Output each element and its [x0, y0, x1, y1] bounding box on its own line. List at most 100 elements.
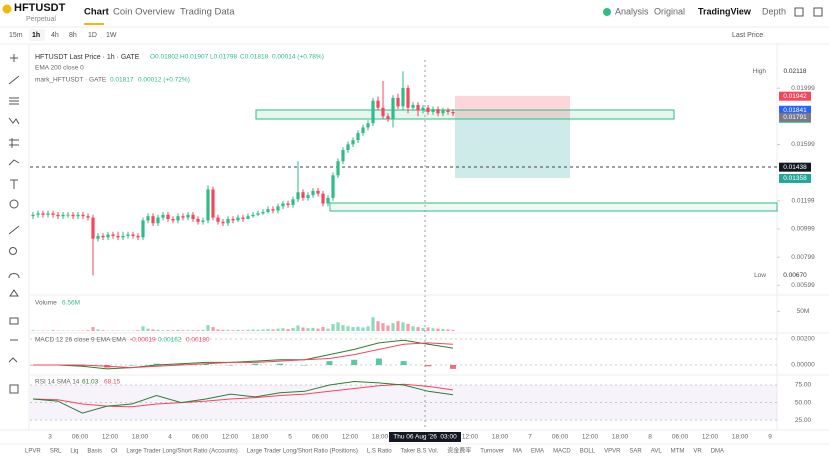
indicator-tab[interactable]: Taker B.S Vol.: [401, 449, 439, 455]
candle-body: [116, 235, 120, 238]
candle-body: [196, 219, 200, 222]
price-tick-label: 0.00999: [791, 226, 815, 233]
candle-body: [156, 217, 160, 224]
volume-bar: [441, 329, 445, 331]
volume-bar: [411, 326, 415, 331]
interval[interactable]: 1D: [88, 32, 97, 39]
indicator-tab[interactable]: VPVR: [604, 449, 621, 455]
indicator-tab[interactable]: MA: [513, 449, 522, 455]
legend-ohlc: C0.01818: [240, 54, 269, 61]
indicator-tab[interactable]: Liq: [70, 449, 78, 455]
header-option[interactable]: Depth: [762, 6, 786, 16]
candle-body: [171, 219, 175, 221]
candle-body: [216, 217, 220, 222]
candle-body: [46, 213, 50, 215]
volume-bar: [176, 329, 180, 331]
volume-bar: [186, 330, 190, 331]
zone-box[interactable]: [255, 109, 675, 120]
header-option[interactable]: Analysis: [615, 6, 649, 16]
volume-bar: [191, 330, 195, 331]
candle-body: [316, 190, 320, 194]
rsi-sma-line: [32, 383, 454, 408]
indicator-tab[interactable]: MTM: [671, 449, 685, 455]
fullscreen-icon[interactable]: [813, 7, 823, 17]
volume-bar: [226, 329, 230, 331]
symbol[interactable]: HFTUSDT: [14, 2, 66, 14]
header-tab[interactable]: Trading Data: [180, 7, 235, 18]
volume-bar: [271, 329, 275, 331]
macd-histogram: [178, 363, 185, 365]
drawing-tools[interactable]: [8, 54, 20, 394]
candle-body: [136, 235, 140, 238]
indicator-tab[interactable]: Large Trader Long/Short Ratio (Positions…: [247, 449, 358, 455]
analysis-icon: [603, 8, 611, 16]
settings-icon[interactable]: [794, 7, 804, 17]
indicator-tab[interactable]: SRL: [50, 449, 62, 455]
time-label: 5: [288, 434, 292, 441]
indicator-tab[interactable]: Basis: [87, 449, 102, 455]
header-tab[interactable]: Chart: [84, 7, 110, 18]
indicator-tab[interactable]: SAR: [629, 449, 642, 455]
candle-body: [346, 144, 350, 150]
candle-body: [66, 214, 70, 216]
indicator-tab[interactable]: LPVR: [25, 449, 41, 455]
candle-body: [31, 214, 35, 217]
volume-bar: [296, 325, 300, 331]
candle-body: [231, 219, 235, 221]
candle-body: [401, 88, 405, 107]
legend-ohlc: 0.00014 (+0.78%): [272, 54, 324, 61]
price-marker-label: 0.01791: [783, 114, 807, 121]
rsi-value: 61.03: [82, 379, 99, 386]
candle-body: [106, 234, 110, 238]
header-option[interactable]: Original: [654, 6, 685, 16]
interval[interactable]: 1W: [106, 32, 117, 39]
indicator-tab[interactable]: BOLL: [580, 449, 596, 455]
volume-bar: [391, 323, 395, 331]
indicator-tab[interactable]: 资金费率: [447, 447, 471, 455]
volume-bar: [366, 326, 370, 331]
interval[interactable]: 15m: [9, 32, 23, 39]
price-type[interactable]: Last Price: [732, 32, 763, 39]
candle-body: [351, 140, 355, 145]
price-marker-label: 0.00670: [783, 272, 807, 279]
macd-histogram: [450, 364, 456, 369]
rsi-value: 68.15: [104, 379, 121, 386]
candle-body: [291, 199, 295, 205]
indicator-tab[interactable]: VR: [693, 449, 702, 455]
header-tab[interactable]: Coin Overview: [113, 7, 175, 18]
legend-title: HFTUSDT Last Price · 1h · GATE: [35, 54, 140, 61]
position-target[interactable]: [455, 118, 570, 178]
candle-body: [386, 116, 390, 120]
volume-bar: [151, 329, 155, 331]
interval[interactable]: 4h: [51, 32, 59, 39]
price-tick-label: 0.00799: [791, 254, 815, 261]
rsi-band: [30, 385, 777, 420]
zone-box[interactable]: [329, 202, 778, 212]
time-label: 12:00: [342, 434, 359, 441]
indicator-tick-label: 50.00: [795, 399, 812, 406]
volume-bar: [146, 328, 150, 331]
volume-bar: [436, 328, 440, 331]
volume-bar: [381, 323, 385, 331]
volume-bar: [416, 327, 420, 331]
volume-bar: [356, 326, 360, 331]
position-stop[interactable]: [455, 96, 570, 118]
macd-histogram: [277, 363, 284, 365]
indicator-tab[interactable]: OI: [111, 449, 118, 455]
indicator-tab[interactable]: Turnover: [480, 449, 504, 455]
indicator-tab[interactable]: AVL: [651, 449, 663, 455]
price-tick-label: 0.01999: [791, 85, 815, 92]
macd-histogram: [375, 358, 382, 365]
candle-body: [76, 214, 80, 217]
indicator-tab[interactable]: EMA: [531, 449, 544, 455]
price-marker-tag: High: [753, 68, 767, 75]
header-option[interactable]: TradingView: [698, 6, 752, 16]
indicator-tab[interactable]: Large Trader Long/Short Ratio (Accounts): [126, 449, 237, 455]
indicator-tab[interactable]: MACD: [553, 449, 571, 455]
indicator-tab[interactable]: DMA: [711, 449, 724, 455]
indicator-tab[interactable]: L.S Ratio: [367, 449, 392, 455]
interval[interactable]: 1h: [32, 32, 40, 39]
volume-bar: [231, 330, 235, 331]
interval[interactable]: 8h: [69, 32, 77, 39]
